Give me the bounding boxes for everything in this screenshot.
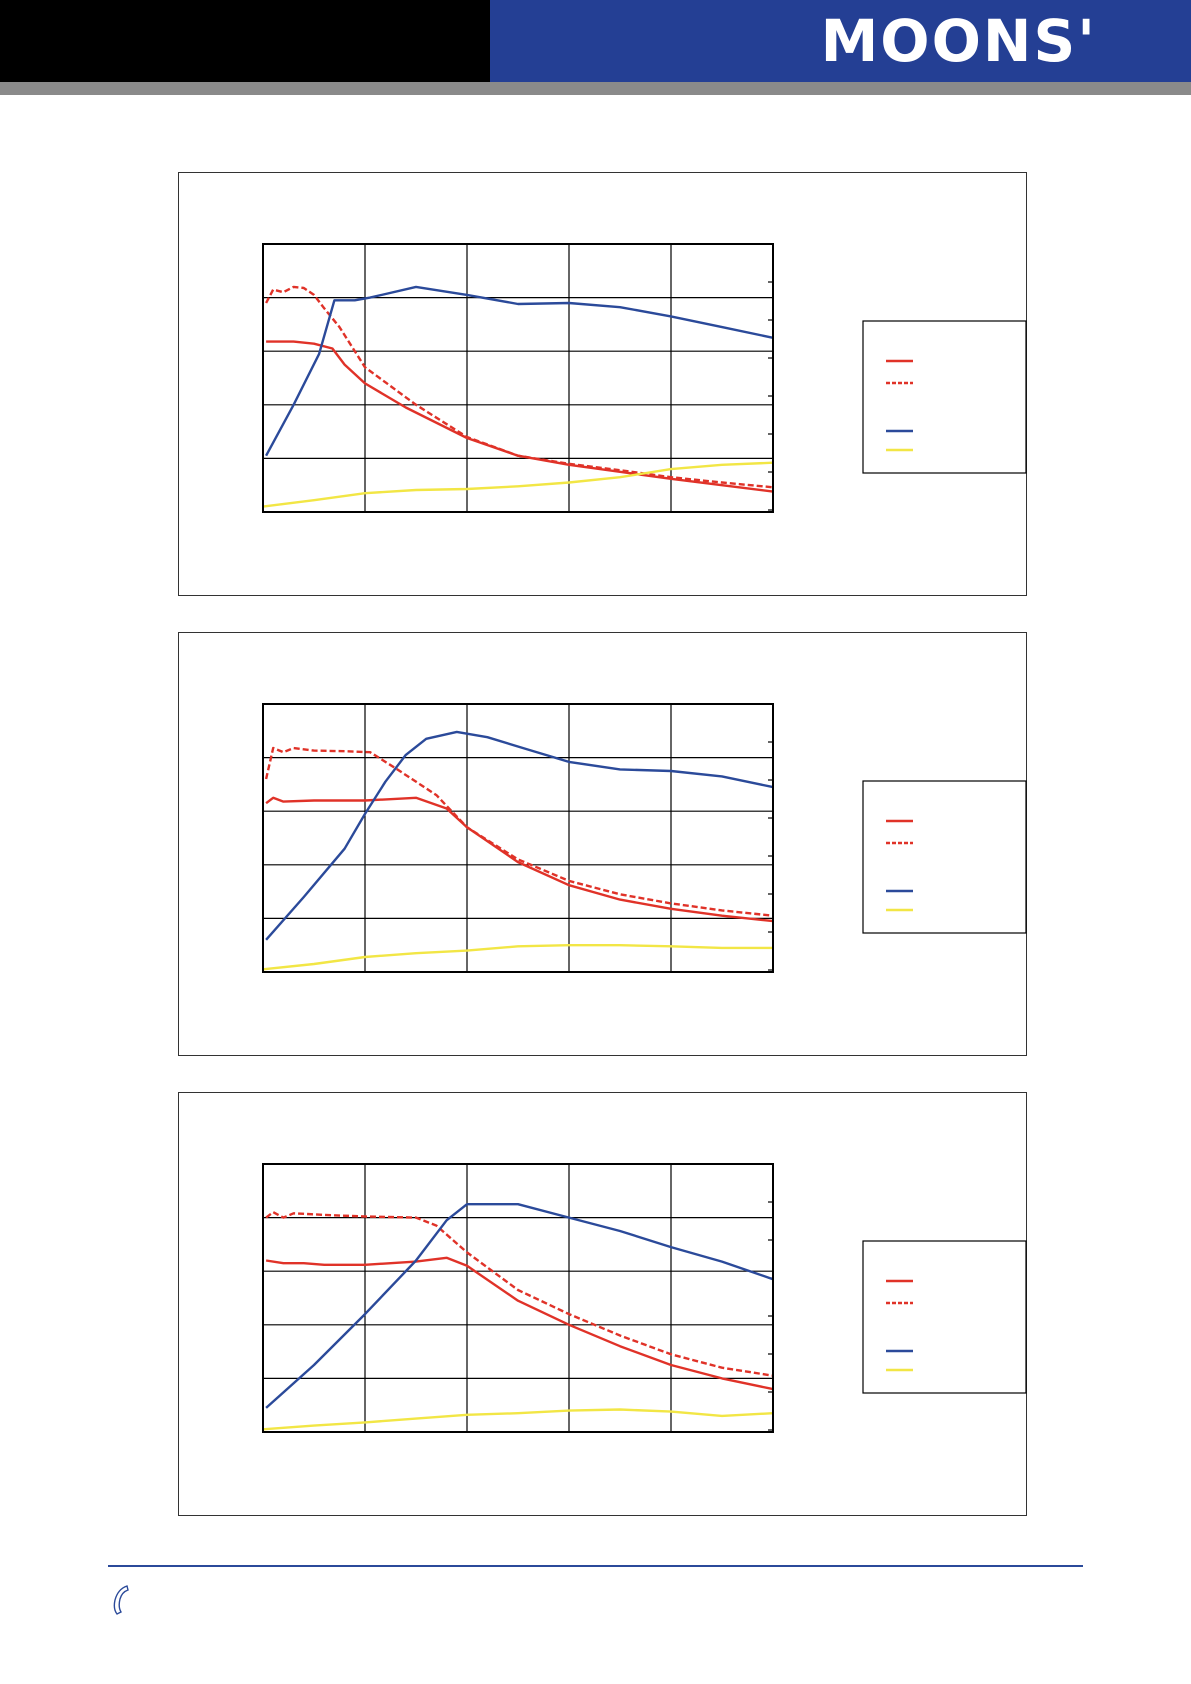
series-line-3 [265, 285, 774, 457]
footer-rule [108, 1565, 1083, 1567]
chart-2 [262, 703, 1027, 973]
plot-area-frame [262, 703, 774, 973]
series-line-3 [265, 1203, 774, 1409]
series-line-4 [262, 944, 773, 971]
series-line-4 [262, 461, 774, 508]
plot-area-frame [262, 1163, 774, 1433]
series-line-3 [265, 730, 774, 941]
chart-panel-1 [178, 172, 1027, 596]
header-blue-band [490, 0, 1191, 82]
header-gray-stripe [0, 82, 1191, 95]
chart-1 [262, 243, 1027, 513]
chart-3 [262, 1163, 1027, 1433]
header-black-band [0, 0, 490, 82]
series-line-1 [265, 796, 774, 923]
series-line-4 [262, 1408, 774, 1431]
chart-panel-2 [178, 632, 1027, 1056]
phone-icon [113, 1585, 129, 1615]
series-line-2 [265, 285, 774, 489]
series-line-2 [265, 1211, 774, 1377]
plot-area-frame [262, 243, 774, 513]
chart-panel-3 [178, 1092, 1027, 1516]
legend-box [862, 320, 1027, 474]
series-line-1 [265, 1256, 774, 1391]
series-line-1 [266, 340, 774, 493]
legend-box [862, 780, 1027, 934]
legend-box [862, 1240, 1027, 1394]
series-line-2 [264, 746, 774, 917]
moons-logo: MOONS' [820, 7, 1097, 75]
